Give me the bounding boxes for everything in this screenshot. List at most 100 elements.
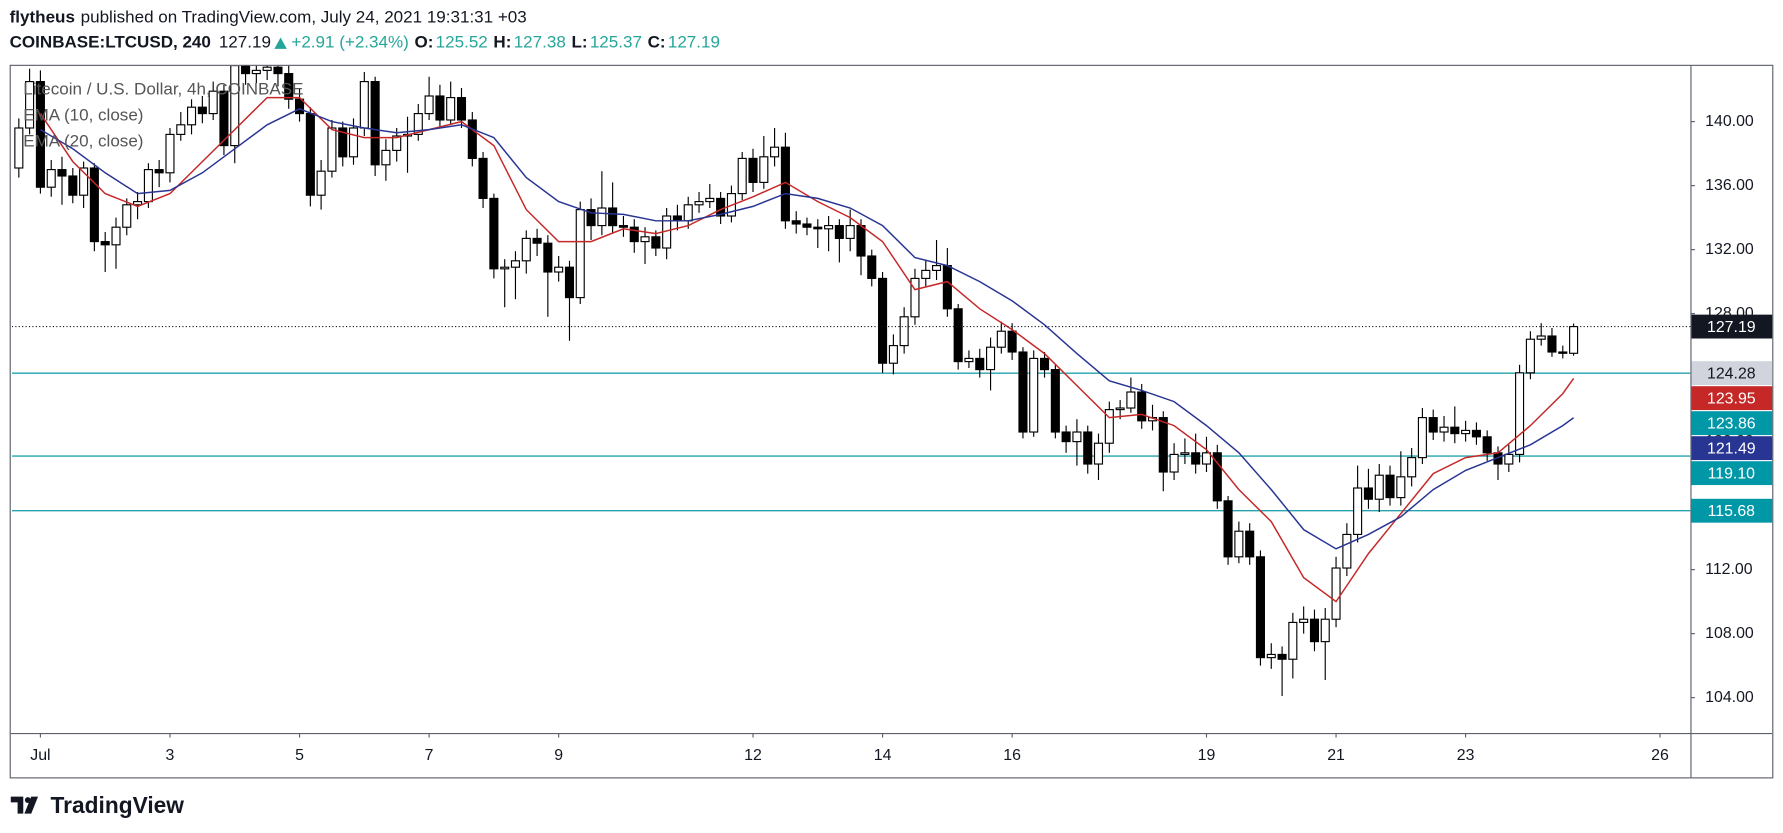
candle-body — [1482, 436, 1492, 454]
candle-body — [79, 167, 89, 196]
last-price: 127.19 — [219, 33, 271, 52]
candle-body — [1439, 426, 1449, 433]
candle-body — [586, 209, 596, 227]
candle-body — [770, 146, 780, 158]
x-tick-label: 12 — [744, 747, 762, 764]
price-label-bg — [1691, 411, 1773, 436]
y-tick-label: 132.00 — [1705, 241, 1754, 258]
candle-body — [1374, 474, 1384, 500]
candle-body — [370, 81, 380, 166]
candle-body — [1363, 487, 1373, 500]
candle-body — [575, 209, 585, 299]
candle-body — [1417, 417, 1427, 459]
x-tick-label: 5 — [295, 747, 304, 764]
candle-body — [1104, 409, 1114, 444]
candle-body — [1407, 457, 1417, 478]
candle-body — [1115, 407, 1125, 411]
candle-body — [89, 167, 99, 243]
candle-body — [251, 69, 261, 75]
candle-body — [338, 127, 348, 158]
candle-body — [1342, 533, 1352, 569]
candle-body — [1525, 338, 1535, 374]
candle-body — [413, 113, 423, 135]
price-label: 115.68 — [1708, 503, 1756, 520]
ohlc-label: H: — [493, 33, 511, 52]
candle-body — [910, 277, 920, 318]
candle-body — [834, 225, 844, 239]
legend-title: Litecoin / U.S. Dollar, 4h, COINBASE — [23, 79, 303, 98]
candle-body — [25, 81, 35, 129]
candle-body — [791, 220, 801, 225]
price-label: 124.28 — [1707, 365, 1756, 382]
candle-body — [446, 97, 456, 121]
x-tick-label: 26 — [1651, 747, 1669, 764]
candle-body — [618, 225, 628, 228]
candle-body — [478, 157, 488, 199]
candle-body — [543, 242, 553, 273]
symbol: COINBASE:LTCUSD, 240 — [10, 33, 211, 52]
candle-body — [1137, 391, 1147, 422]
candle-body — [1450, 426, 1460, 435]
candle-body — [1266, 653, 1276, 659]
ohlc-label: C: — [648, 33, 666, 52]
y-tick-label: 108.00 — [1705, 625, 1754, 642]
candle-body — [1169, 453, 1179, 473]
candle-body — [953, 308, 963, 363]
x-tick-label: 9 — [554, 747, 563, 764]
candle-body — [46, 169, 56, 188]
candle-body — [187, 106, 197, 126]
candle-body — [651, 236, 661, 249]
candle-body — [122, 204, 132, 228]
author: flytheus — [10, 8, 75, 27]
candle-body — [154, 169, 164, 174]
header: flytheus published on TradingView.com, Ju… — [10, 8, 720, 52]
ohlc-label: O: — [414, 33, 433, 52]
y-tick-label: 140.00 — [1705, 113, 1754, 130]
candle-body — [500, 266, 510, 270]
price-label: 121.49 — [1707, 440, 1756, 457]
x-tick-label: 23 — [1457, 747, 1475, 764]
price-label-bg — [1691, 498, 1773, 523]
candle-body — [1018, 351, 1028, 433]
candle-body — [1072, 431, 1082, 443]
candle-body — [57, 169, 67, 177]
price-change: +2.91 (+2.34%) — [291, 33, 408, 52]
ohlc-value: 125.37 — [590, 33, 642, 52]
candle-body — [996, 330, 1006, 348]
candle-body — [1007, 330, 1017, 353]
candle-body — [845, 225, 855, 239]
candle-body — [521, 237, 531, 262]
x-tick-label: 3 — [166, 747, 175, 764]
candle-body — [165, 133, 175, 174]
x-tick-label: 16 — [1003, 747, 1021, 764]
candle-body — [1029, 357, 1039, 433]
y-tick-label: 104.00 — [1705, 689, 1754, 706]
candle-body — [942, 265, 952, 310]
candle-body — [532, 237, 542, 244]
candle-body — [1245, 530, 1255, 558]
candle-body — [1050, 369, 1060, 433]
candle-body — [640, 236, 650, 243]
candle-body — [1461, 429, 1471, 435]
candle-body — [554, 266, 564, 273]
candle-body — [1201, 452, 1212, 465]
brand-name: TradingView — [51, 792, 185, 818]
candle-body — [100, 241, 110, 246]
candle-body — [1558, 351, 1568, 354]
candle-body — [284, 73, 294, 100]
published-note: published on TradingView.com, July 24, 2… — [81, 8, 527, 27]
candle-body — [867, 255, 877, 279]
ohlc-value: 127.38 — [514, 33, 566, 52]
candle-body — [931, 265, 942, 271]
candle-body — [1299, 618, 1309, 623]
candle-body — [1277, 653, 1287, 660]
candle-body — [348, 127, 359, 158]
candle-body — [975, 357, 985, 371]
axes: 104.00108.00112.00116.00120.00124.00128.… — [30, 113, 1773, 764]
candle-body — [327, 127, 337, 172]
y-tick-label: 136.00 — [1705, 177, 1754, 194]
price-label: 123.95 — [1707, 390, 1756, 407]
candle-body — [899, 316, 909, 347]
